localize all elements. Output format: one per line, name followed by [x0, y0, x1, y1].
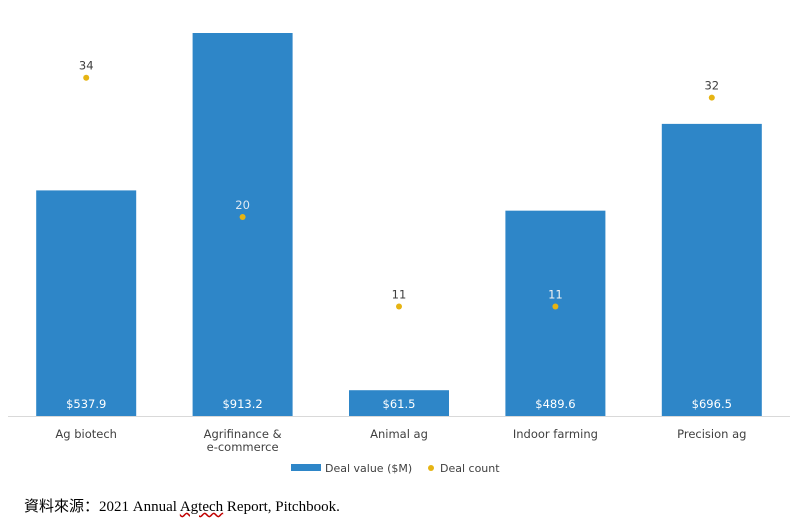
legend: Deal value ($M) Deal count	[291, 462, 500, 475]
x-tick-label-4: Precision ag	[677, 427, 746, 441]
deal-count-label-4: 32	[704, 79, 719, 93]
x-tick-label-0: Ag biotech	[55, 427, 117, 441]
x-tick-label-2-line-0: Animal ag	[370, 427, 428, 441]
bar-value-label-1: $913.2	[222, 397, 262, 411]
source-link[interactable]: Agtech	[179, 499, 224, 515]
x-tick-label-3-line-0: Indoor farming	[513, 427, 598, 441]
legend-label-deal-value: Deal value ($M)	[325, 462, 412, 475]
x-tick-labels: Ag biotech Agrifinance & e-commerce Animal …	[55, 427, 746, 454]
deal-count-point-2	[396, 303, 402, 310]
deal-count-label-0: 34	[79, 59, 94, 73]
deal-count-labels: 34 20 11 11 32	[79, 59, 719, 302]
bar-1	[192, 33, 293, 416]
bar-3	[505, 210, 606, 416]
bar-value-label-4: $696.5	[692, 397, 732, 411]
bar-value-label-2: $61.5	[383, 397, 416, 411]
bars	[36, 33, 762, 416]
legend-swatch-deal-value	[291, 464, 321, 471]
deal-count-point-4	[708, 94, 715, 101]
source-prefix: 資料來源：2021 Annual	[24, 499, 180, 515]
bar-0	[36, 190, 137, 416]
deal-count-point-0	[83, 74, 90, 81]
source-note: 資料來源：2021 Annual Agtech Report, Pitchboo…	[24, 495, 340, 516]
legend-label-deal-count: Deal count	[440, 462, 500, 475]
deal-count-points	[83, 74, 715, 310]
x-tick-label-2: Animal ag	[370, 427, 428, 441]
deal-count-label-3: 11	[548, 288, 563, 302]
deal-count-label-2: 11	[392, 288, 407, 302]
bar-value-label-3: $489.6	[535, 397, 575, 411]
x-tick-label-1-line-0: Agrifinance &	[204, 427, 282, 441]
source-suffix: Report, Pitchbook.	[223, 499, 340, 515]
deal-count-point-3	[552, 303, 559, 310]
deal-count-label-1: 20	[235, 198, 250, 212]
x-tick-label-0-line-0: Ag biotech	[55, 427, 117, 441]
bar-value-labels: $537.9 $913.2 $61.5 $489.6 $696.5	[66, 397, 732, 411]
x-tick-label-1: Agrifinance & e-commerce	[204, 427, 282, 454]
legend-marker-deal-count	[428, 465, 434, 471]
bar-value-label-0: $537.9	[66, 397, 106, 411]
chart: $537.9 $913.2 $61.5 $489.6 $696.5 34 20 11 11 32…	[8, 33, 790, 475]
bar-2	[349, 390, 449, 416]
bar-4	[661, 123, 762, 416]
deal-count-point-1	[239, 214, 246, 220]
x-tick-label-1-line-1: e-commerce	[207, 440, 279, 454]
x-tick-label-3: Indoor farming	[513, 427, 598, 441]
x-tick-label-4-line-0: Precision ag	[677, 427, 746, 441]
